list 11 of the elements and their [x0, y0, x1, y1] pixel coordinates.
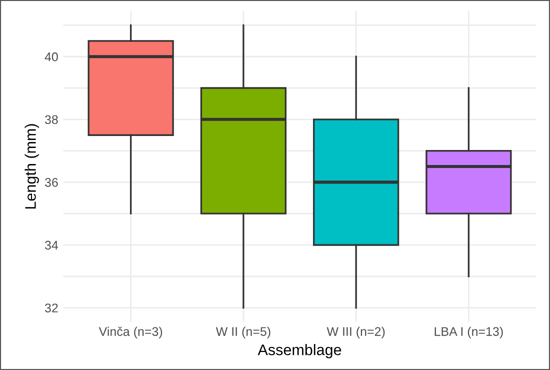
x-tick-label: Vinča (n=3)	[98, 326, 162, 338]
y-tick-label: 36	[44, 178, 58, 187]
x-axis-title: Assemblage	[258, 344, 342, 358]
y-axis-title: Length (mm)	[24, 124, 39, 209]
x-tick-label: W II (n=5)	[216, 326, 270, 338]
x-tick-label: LBA I (n=13)	[434, 326, 503, 338]
y-tick-label: 40	[44, 52, 58, 62]
y-tick-label: 32	[44, 304, 58, 312]
y-tick-label: 34	[44, 240, 58, 250]
x-tick-label: W III (n=2)	[326, 326, 385, 338]
y-tick-label: 38	[44, 115, 58, 124]
